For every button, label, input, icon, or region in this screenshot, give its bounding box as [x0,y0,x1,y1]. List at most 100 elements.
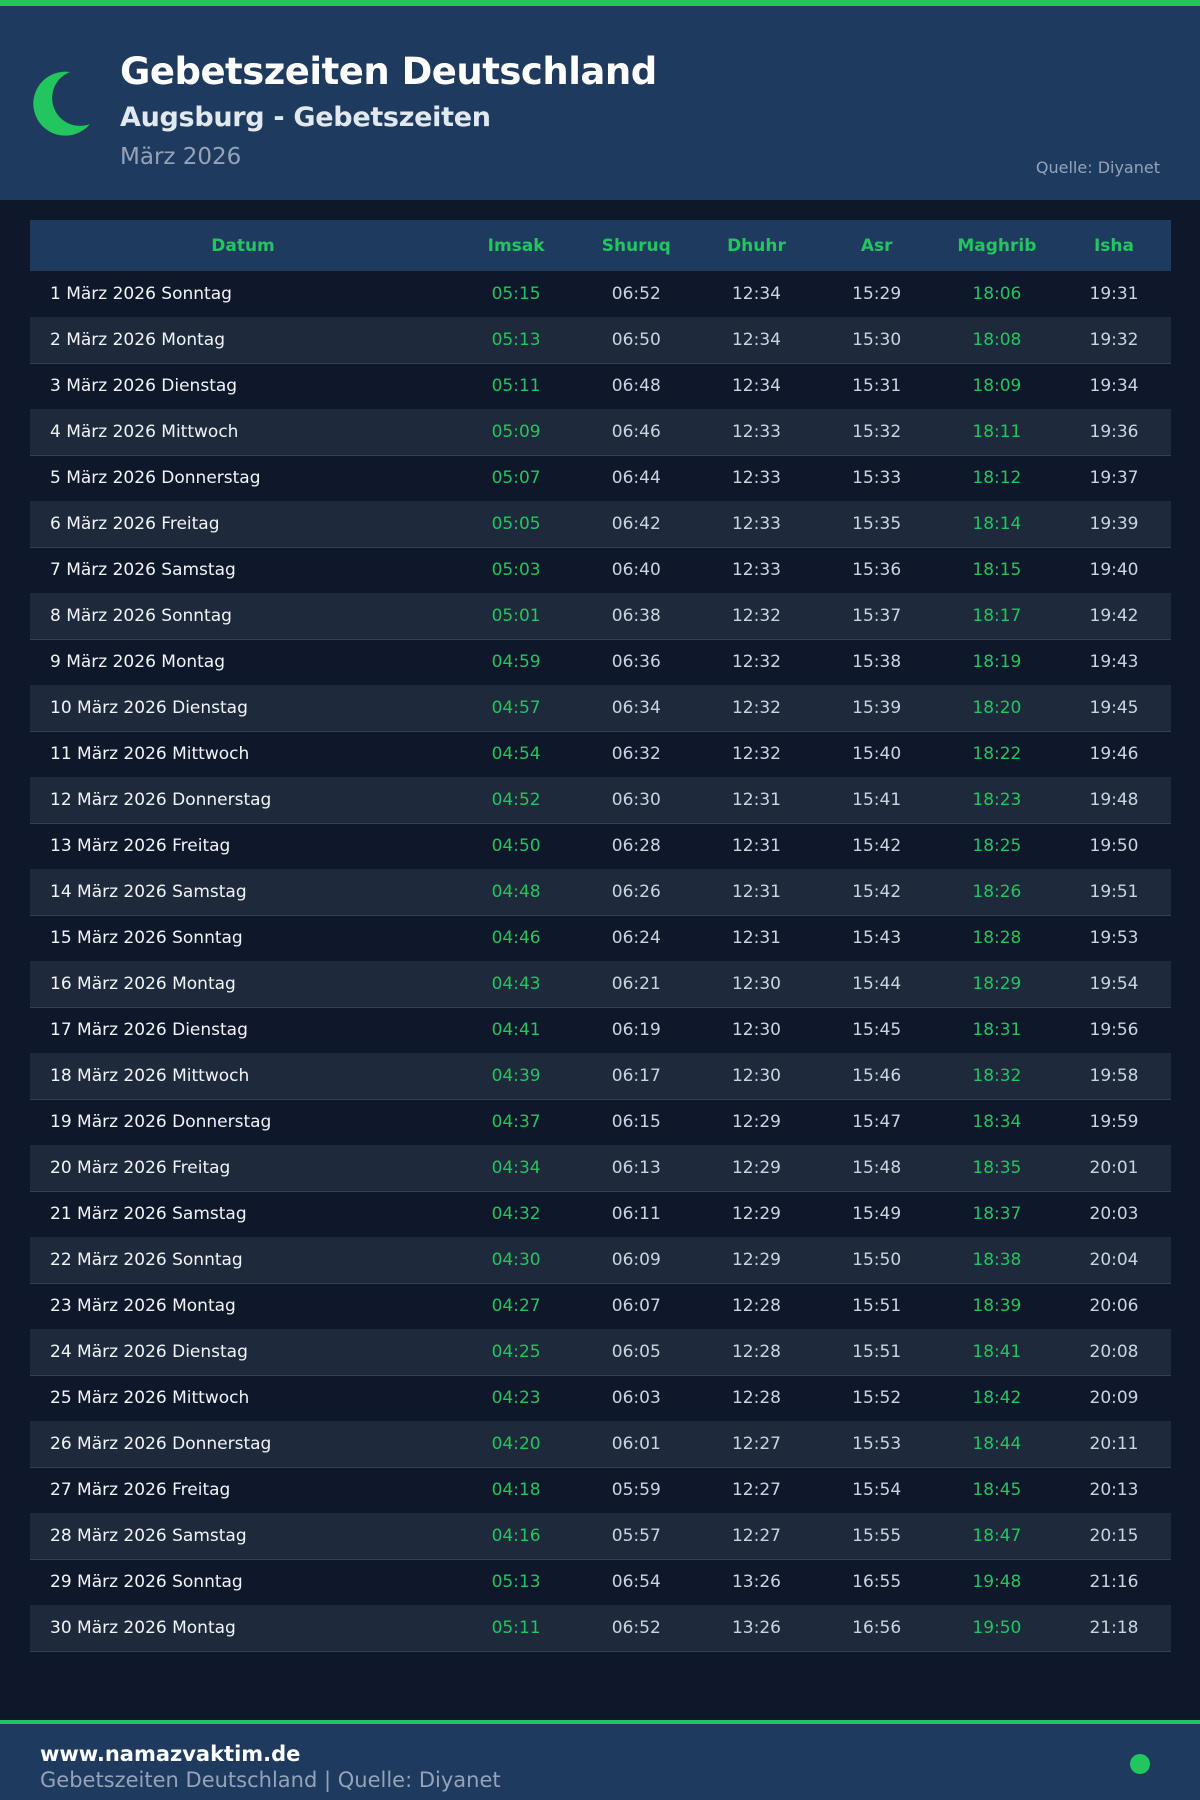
imsak-cell: 04:34 [491,1158,541,1178]
date-cell: 24 März 2026 Dienstag [50,1342,248,1362]
isha-cell: 19:56 [1089,1020,1139,1040]
shuruq-cell: 06:30 [611,790,661,810]
date-cell: 22 März 2026 Sonntag [50,1250,243,1270]
imsak-cell: 04:54 [491,744,541,764]
top-accent-bar [0,0,1200,6]
maghrib-cell: 18:23 [972,790,1022,810]
maghrib-cell: 18:29 [972,974,1022,994]
date-cell: 2 März 2026 Montag [50,330,226,350]
table-row: 29 März 2026 Sonntag 05:13 06:54 13:26 16:55… [30,1559,1171,1605]
website-link[interactable]: www.namazvaktim.de [40,1742,301,1766]
dhuhr-cell: 12:29 [731,1158,781,1178]
imsak-cell: 04:37 [491,1112,541,1132]
shuruq-cell: 06:44 [611,468,661,488]
footer-accent-bar [0,1720,1200,1724]
isha-cell: 19:53 [1089,928,1139,948]
page-header: Gebetszeiten Deutschland Augsburg - Gebe… [0,6,1200,200]
table-row: 21 März 2026 Samstag 04:32 06:11 12:29 15:49… [30,1191,1171,1237]
table-row: 2 März 2026 Montag 05:13 06:50 12:34 15:30 18… [30,317,1171,363]
maghrib-cell: 18:41 [972,1342,1022,1362]
isha-cell: 19:45 [1089,698,1139,718]
imsak-cell: 04:50 [491,836,541,856]
table-row: 30 März 2026 Montag 05:11 06:52 13:26 16:56 1… [30,1605,1171,1651]
dhuhr-cell: 12:28 [731,1388,781,1408]
imsak-cell: 05:09 [491,422,541,442]
asr-cell: 15:29 [852,283,902,304]
asr-cell: 15:41 [852,790,902,810]
shuruq-cell: 06:36 [611,652,661,672]
shuruq-cell: 05:57 [611,1526,661,1546]
maghrib-cell: 18:37 [972,1204,1022,1224]
shuruq-cell: 06:26 [611,882,661,902]
column-header-asr: Asr [860,235,893,256]
isha-cell: 19:32 [1089,330,1139,350]
date-cell: 12 März 2026 Donnerstag [50,790,272,810]
date-cell: 25 März 2026 Mittwoch [50,1388,250,1408]
asr-cell: 15:39 [852,698,902,718]
date-cell: 29 März 2026 Sonntag [50,1572,243,1592]
shuruq-cell: 06:38 [611,606,661,626]
dhuhr-cell: 12:33 [731,514,781,534]
isha-cell: 21:16 [1089,1572,1139,1592]
date-cell: 21 März 2026 Samstag [50,1204,247,1224]
isha-cell: 19:54 [1089,974,1139,994]
maghrib-cell: 18:22 [972,744,1022,764]
isha-cell: 19:58 [1089,1066,1139,1086]
isha-cell: 20:11 [1089,1434,1139,1454]
imsak-cell: 05:13 [491,330,541,350]
dhuhr-cell: 12:30 [731,1020,781,1040]
date-cell: 14 März 2026 Samstag [50,882,247,902]
dhuhr-cell: 12:29 [731,1112,781,1132]
table-row: 11 März 2026 Mittwoch 04:54 06:32 12:32 15:4… [30,731,1171,777]
dhuhr-cell: 12:33 [731,422,781,442]
asr-cell: 15:33 [852,468,902,488]
imsak-cell: 05:01 [491,606,541,626]
shuruq-cell: 06:50 [611,330,661,350]
maghrib-cell: 18:38 [972,1250,1022,1270]
imsak-cell: 04:48 [491,882,541,902]
imsak-cell: 04:16 [491,1526,541,1546]
asr-cell: 15:42 [852,836,902,856]
maghrib-cell: 18:39 [972,1296,1022,1316]
date-cell: 23 März 2026 Montag [50,1296,236,1316]
dhuhr-cell: 12:27 [731,1526,781,1546]
dhuhr-cell: 12:31 [731,882,781,902]
maghrib-cell: 18:06 [972,283,1022,304]
shuruq-cell: 06:24 [611,928,661,948]
date-cell: 9 März 2026 Montag [50,652,226,672]
shuruq-cell: 06:32 [611,744,661,764]
shuruq-cell: 06:21 [611,974,661,994]
date-cell: 15 März 2026 Sonntag [50,928,243,948]
asr-cell: 15:45 [852,1020,902,1040]
asr-cell: 15:42 [852,882,902,902]
date-cell: 10 März 2026 Dienstag [50,698,248,718]
page-footer: www.namazvaktim.de Gebetszeiten Deutschl… [0,1724,1200,1800]
shuruq-cell: 06:17 [611,1066,661,1086]
asr-cell: 15:48 [852,1158,902,1178]
shuruq-cell: 06:05 [611,1342,661,1362]
shuruq-cell: 06:40 [611,560,661,580]
isha-cell: 19:40 [1089,560,1139,580]
imsak-cell: 04:18 [491,1480,541,1500]
column-header-dhuhr: Dhuhr [727,235,786,256]
table-row: 16 März 2026 Montag 04:43 06:21 12:30 15:44 1… [30,961,1171,1007]
isha-cell: 20:04 [1089,1250,1139,1270]
table-row: 9 März 2026 Montag 04:59 06:36 12:32 15:38 18… [30,639,1171,685]
maghrib-cell: 19:48 [972,1572,1022,1592]
isha-cell: 19:51 [1089,882,1139,902]
asr-cell: 15:37 [852,606,902,626]
date-cell: 8 März 2026 Sonntag [50,606,232,626]
crescent-moon-icon [33,71,90,136]
isha-cell: 20:09 [1089,1388,1139,1408]
asr-cell: 15:40 [852,744,902,764]
asr-cell: 16:56 [852,1618,902,1638]
prayer-times-table: Datum Imsak Shuruq Dhuhr Asr Maghrib Isha 1 Mä… [30,220,1171,1652]
asr-cell: 15:38 [852,652,902,672]
isha-cell: 19:34 [1089,376,1139,396]
imsak-cell: 04:23 [491,1388,541,1408]
maghrib-cell: 18:17 [972,606,1022,626]
maghrib-cell: 18:34 [972,1112,1022,1132]
maghrib-cell: 18:31 [972,1020,1022,1040]
table-header-row: Datum Imsak Shuruq Dhuhr Asr Maghrib Isha [30,220,1171,271]
maghrib-cell: 18:26 [972,882,1022,902]
